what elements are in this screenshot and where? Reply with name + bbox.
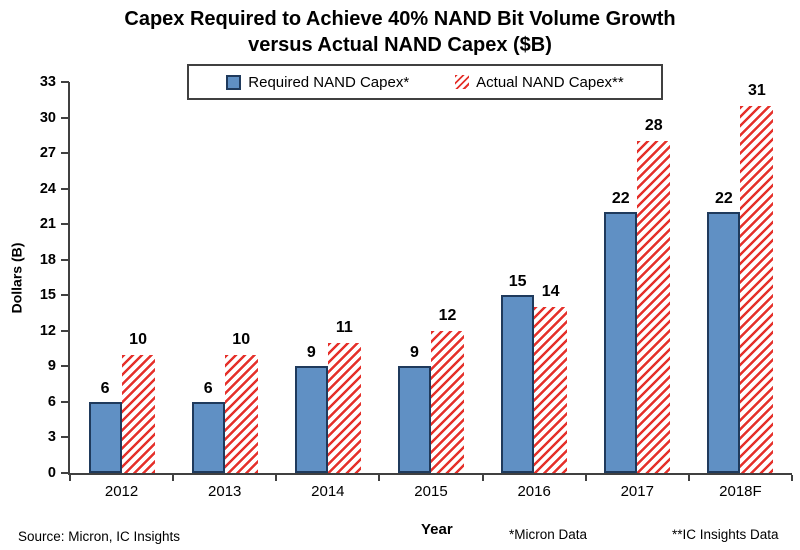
y-tick-label-3: 3 — [47, 429, 56, 446]
bar-actual-2013: 10 — [224, 331, 258, 473]
bar-required-2012: 6 — [88, 380, 122, 473]
bar-actual-2017: 28 — [637, 117, 671, 473]
footnote-micron-data: *Micron Data — [509, 527, 588, 542]
x-tick-mark — [687, 475, 690, 481]
category-group-2015: 9 12 — [379, 82, 482, 473]
x-category-label-2013: 2013 — [208, 483, 242, 500]
y-axis-title-wrap: Dollars (B) — [4, 82, 28, 473]
bar-value-label: 22 — [715, 190, 733, 208]
bar-actual-2016: 14 — [534, 283, 568, 473]
y-tick-mark — [61, 365, 69, 368]
bar-value-label: 10 — [232, 330, 251, 348]
bar-value-label: 11 — [335, 318, 353, 336]
chart-title-line2: versus Actual NAND Capex ($B) — [248, 34, 552, 56]
bar-required-2017: 22 — [604, 190, 638, 473]
bar-value-label: 6 — [203, 379, 213, 397]
bar-value-label: 10 — [129, 330, 147, 348]
required-capex-swatch-icon — [226, 74, 242, 90]
y-tick-label-27: 27 — [39, 145, 56, 162]
y-tick-label-21: 21 — [39, 216, 56, 233]
y-tick-mark — [61, 223, 69, 226]
x-tick-mark — [275, 475, 278, 481]
bar-required-2018F: 22 — [707, 190, 741, 473]
y-tick-mark — [61, 436, 69, 439]
x-tick-mark — [378, 475, 381, 481]
x-tick-mark — [69, 475, 71, 481]
legend-label-required: Required NAND Capex* — [248, 73, 410, 91]
y-tick-label-15: 15 — [39, 287, 56, 304]
x-tick-mark — [172, 475, 175, 481]
y-tick-label-24: 24 — [39, 180, 56, 197]
bar-value-label: 9 — [410, 344, 419, 362]
y-tick-label-12: 12 — [39, 322, 56, 339]
bar-value-label: 31 — [748, 81, 766, 99]
x-category-label-2017: 2017 — [620, 483, 654, 500]
y-tick-mark — [61, 329, 69, 332]
y-tick-mark — [61, 81, 69, 83]
bar-required-2014: 9 — [294, 344, 328, 473]
legend: Required NAND Capex* Actual NAND Capex** — [187, 64, 663, 100]
y-tick-mark — [61, 116, 69, 119]
y-tick-mark — [61, 400, 69, 403]
chart-title-line1: Capex Required to Achieve 40% NAND Bit V… — [124, 8, 676, 30]
bar-value-label: 14 — [541, 283, 560, 301]
x-axis-title: Year — [421, 521, 453, 538]
bar-actual-2018F: 31 — [740, 82, 774, 473]
bar-required-2013: 6 — [191, 380, 225, 473]
bar-value-label: 22 — [611, 190, 630, 208]
y-tick-label-9: 9 — [47, 358, 56, 375]
x-category-label-2016: 2016 — [517, 483, 551, 500]
bar-value-label: 15 — [508, 273, 527, 291]
actual-capex-swatch-icon — [455, 75, 470, 89]
x-axis-labels: 2012 2013 2014 2015 2016 2017 2018F — [70, 483, 792, 500]
y-tick-mark — [61, 187, 69, 190]
y-tick-mark — [61, 294, 69, 297]
category-group-2017: 22 28 — [586, 82, 689, 473]
y-tick-label-33: 33 — [39, 74, 56, 90]
x-tick-mark — [584, 475, 587, 481]
y-tick-label-0: 0 — [47, 465, 56, 481]
x-category-label-2012: 2012 — [104, 483, 139, 500]
plot-area: 6 10 6 10 9 11 9 12 15 14 22 28 22 31 2012 2013 2014 201… — [40, 74, 793, 500]
legend-item-actual: Actual NAND Capex** — [455, 74, 624, 91]
y-tick-label-6: 6 — [47, 393, 56, 410]
x-category-label-2014: 2014 — [311, 483, 345, 500]
bar-actual-2012: 10 — [121, 331, 155, 473]
category-group-2012: 6 10 — [70, 82, 173, 473]
x-category-label-2015: 2015 — [414, 483, 448, 500]
category-group-2013: 6 10 — [173, 82, 276, 473]
category-group-2016: 15 14 — [483, 82, 586, 473]
bar-value-label: 6 — [100, 379, 110, 397]
bar-actual-2014: 11 — [327, 319, 361, 473]
y-tick-mark — [61, 152, 69, 155]
x-tick-mark — [481, 475, 484, 481]
bar-value-label: 12 — [438, 306, 457, 324]
y-tick-label-18: 18 — [39, 251, 56, 268]
x-tick-mark — [791, 475, 793, 481]
bars-row: 6 10 6 10 9 11 9 12 15 14 22 28 22 31 — [70, 82, 792, 473]
y-tick-mark — [61, 258, 69, 261]
legend-label-actual: Actual NAND Capex** — [476, 73, 624, 91]
bar-actual-2015: 12 — [430, 307, 464, 473]
y-tick-label-30: 30 — [39, 109, 56, 126]
bar-value-label: 9 — [306, 344, 316, 362]
legend-item-required: Required NAND Capex* — [226, 74, 409, 91]
footnote-ic-insights-data: **IC Insights Data — [672, 527, 779, 542]
category-group-2014: 9 11 — [276, 82, 379, 473]
chart-title: Capex Required to Achieve 40% NAND Bit V… — [0, 6, 800, 58]
source-note: Source: Micron, IC Insights — [18, 529, 181, 544]
category-group-2018F: 22 31 — [689, 82, 792, 473]
y-tick-mark — [61, 472, 69, 474]
bar-required-2015: 9 — [397, 344, 431, 473]
bar-value-label: 28 — [644, 117, 663, 135]
bar-required-2016: 15 — [501, 273, 535, 473]
x-category-label-2018F: 2018F — [719, 483, 762, 500]
